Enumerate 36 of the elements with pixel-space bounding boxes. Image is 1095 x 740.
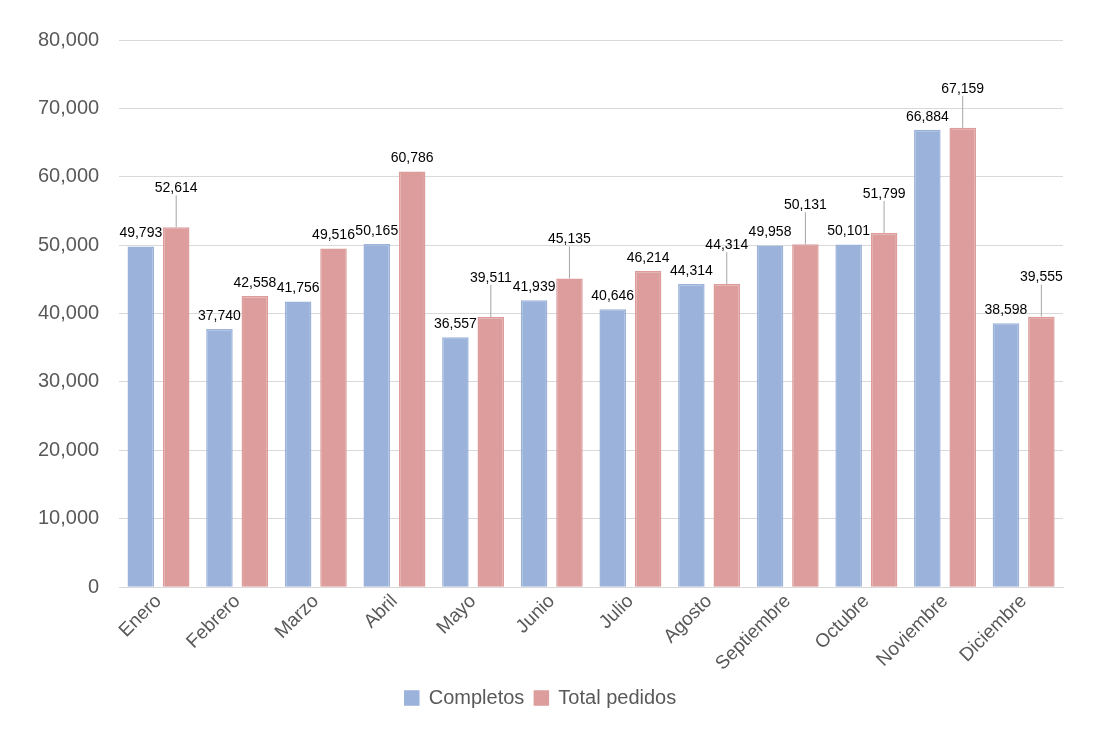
y-tick-label: 20,000 bbox=[38, 437, 100, 460]
data-label: 40,646 bbox=[591, 287, 635, 304]
data-label: 67,159 bbox=[941, 79, 985, 96]
data-label: 42,558 bbox=[233, 273, 277, 290]
legend-label: Completos bbox=[428, 685, 525, 708]
data-label: 49,958 bbox=[748, 223, 792, 240]
data-label: 50,131 bbox=[784, 196, 828, 213]
y-tick-label: 40,000 bbox=[38, 301, 100, 324]
data-label: 36,557 bbox=[434, 315, 478, 331]
data-label: 44,314 bbox=[705, 235, 749, 252]
data-label: 37,740 bbox=[198, 306, 242, 323]
y-tick-label: 30,000 bbox=[38, 369, 100, 392]
data-label: 39,555 bbox=[1019, 268, 1063, 285]
data-label: 66,884 bbox=[905, 107, 949, 124]
data-label: 50,101 bbox=[827, 222, 871, 239]
legend-label: Total pedidos bbox=[558, 685, 677, 708]
y-tick-label: 60,000 bbox=[38, 164, 100, 187]
y-tick-label: 80,000 bbox=[38, 27, 100, 50]
data-label: 39,511 bbox=[469, 268, 512, 285]
data-label: 45,135 bbox=[548, 230, 592, 247]
y-tick-label: 50,000 bbox=[38, 232, 100, 255]
y-tick-label: 0 bbox=[88, 574, 100, 597]
data-label: 50,165 bbox=[355, 221, 399, 238]
data-label: 49,793 bbox=[119, 224, 163, 241]
data-label: 52,614 bbox=[154, 179, 198, 196]
data-label: 46,214 bbox=[626, 248, 670, 265]
data-label: 41,756 bbox=[276, 279, 320, 296]
y-tick-label: 10,000 bbox=[38, 506, 100, 529]
data-label: 60,786 bbox=[390, 149, 434, 166]
data-label: 38,598 bbox=[984, 301, 1028, 318]
data-label: 44,314 bbox=[669, 261, 713, 278]
y-tick-label: 70,000 bbox=[38, 95, 100, 118]
data-label: 49,516 bbox=[312, 226, 356, 243]
x-tick-label: Julio bbox=[594, 589, 637, 633]
data-label: 51,799 bbox=[862, 184, 906, 201]
data-label: 41,939 bbox=[512, 278, 556, 295]
